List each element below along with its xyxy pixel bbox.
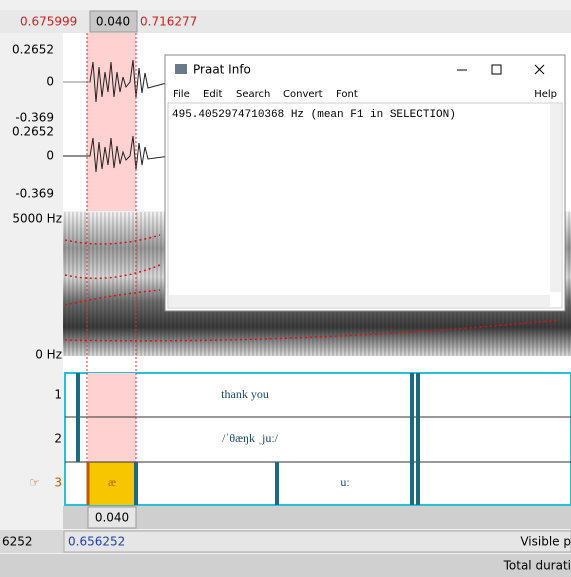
menu-item[interactable]: Convert — [283, 89, 323, 100]
interval-text[interactable]: thank you — [221, 387, 269, 401]
amplitude-label: 0.2652 — [12, 125, 54, 139]
frequency-label: 0 Hz — [35, 348, 62, 362]
menu-item[interactable]: Font — [336, 89, 358, 100]
visible-label: Visible p — [520, 535, 571, 549]
text-area[interactable] — [168, 103, 562, 308]
gap — [63, 356, 571, 372]
amplitude-label: -0.369 — [15, 111, 54, 125]
frequency-label: 5000 Hz — [12, 212, 62, 226]
menu-item[interactable]: Help — [534, 89, 557, 100]
visible-box[interactable] — [64, 531, 571, 552]
duration: 0.040 — [96, 15, 130, 29]
selection — [87, 33, 136, 211]
left-time: 6252 — [2, 535, 33, 549]
page: {"editor": { "top_bar": {"start": "0.675… — [0, 0, 571, 577]
window-icon — [175, 64, 187, 74]
menu-item[interactable]: Search — [236, 89, 270, 100]
total-label: Total durati — [503, 559, 571, 573]
total-bar — [0, 554, 571, 577]
vertical-scrollbar[interactable] — [550, 104, 561, 292]
amplitude-label: 0.2652 — [12, 43, 54, 57]
selection-duration: 0.040 — [95, 511, 129, 525]
selection-bar — [63, 506, 571, 529]
menu-item[interactable]: Edit — [203, 89, 222, 100]
tier-area — [65, 373, 571, 505]
interval-text[interactable]: uː — [340, 475, 349, 489]
amplitude-label: 0 — [46, 149, 54, 163]
tier-number[interactable]: 1 — [54, 388, 62, 402]
interval-text[interactable]: æ — [108, 475, 116, 489]
tier-number[interactable]: 3 — [54, 476, 62, 490]
horizontal-scrollbar[interactable] — [169, 295, 550, 307]
visible-start: 0.656252 — [68, 535, 125, 549]
end-time: 0.716277 — [140, 15, 197, 29]
window-title: Praat Info — [193, 63, 251, 77]
tier-pointer: ☞ — [29, 476, 40, 490]
top-bar — [0, 10, 571, 33]
info-window: Praat Info File Edit Search Convert Font… — [165, 55, 565, 311]
interval-text[interactable]: /ˈθæŋk ˌjuː/ — [222, 431, 279, 445]
amplitude-label: 0 — [46, 75, 54, 89]
info-text: 495.4052974710368 Hz (mean F1 in SELECTI… — [172, 109, 456, 121]
tier-number[interactable]: 2 — [54, 432, 62, 446]
praat-editor: 0.675999 0.040 0.716277 0.2652 0 -0.369 … — [0, 0, 571, 577]
amplitude-label: -0.369 — [15, 187, 54, 201]
start-time: 0.675999 — [20, 15, 77, 29]
menu-item[interactable]: File — [173, 89, 190, 100]
